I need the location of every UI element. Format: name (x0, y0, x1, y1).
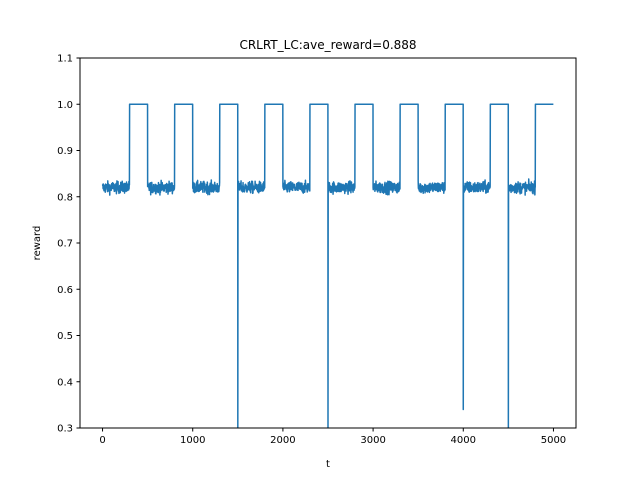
y-tick-label: 0.3 (57, 424, 73, 435)
y-tick-label: 0.5 (57, 331, 73, 342)
x-tick-label: 5000 (541, 435, 566, 446)
axes: 0 1000 2000 3000 4000 5000 0.3 0.4 0.5 0.6 0.7 0.8 0… (57, 54, 566, 447)
y-tick-label: 0.7 (57, 239, 73, 250)
y-tick-label: 0.9 (57, 146, 73, 157)
reward-series-line (101, 103, 554, 428)
y-tick-label: 0.4 (57, 377, 73, 388)
y-tick-label: 0.8 (57, 192, 73, 203)
y-tick-label: 0.6 (57, 285, 73, 296)
x-tick-label: 2000 (270, 435, 295, 446)
chart-title: CRLRT_LC:ave_reward=0.888 (239, 38, 416, 52)
x-axis-label: t (326, 459, 330, 470)
x-tick-label: 4000 (451, 435, 476, 446)
x-tick-label: 1000 (180, 435, 205, 446)
y-axis-label: reward (32, 226, 43, 261)
x-tick-label: 0 (99, 435, 105, 446)
y-tick-label: 1.1 (57, 54, 73, 65)
x-tick-label: 3000 (360, 435, 385, 446)
y-tick-label: 1.0 (57, 100, 73, 111)
plot-area (101, 103, 554, 428)
